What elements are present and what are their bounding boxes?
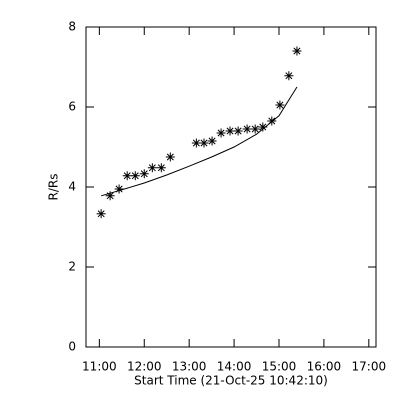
asterisk-point: [105, 191, 115, 201]
y-tick-label: 0: [68, 340, 76, 354]
asterisk-point: [267, 116, 277, 126]
asterisk-point: [130, 171, 140, 181]
asterisk-point: [225, 126, 235, 136]
asterisk-point: [216, 128, 226, 138]
y-tick-label: 6: [68, 100, 76, 114]
x-tick-label: 13:00: [172, 360, 207, 374]
x-tick-label: 16:00: [307, 360, 342, 374]
asterisk-point: [165, 152, 175, 162]
asterisk-point: [284, 71, 294, 81]
asterisk-point: [147, 163, 157, 173]
asterisk-point: [242, 124, 252, 134]
y-tick-label: 2: [68, 260, 76, 274]
x-tick-label: 12:00: [127, 360, 162, 374]
asterisk-point: [191, 138, 201, 148]
asterisk-point: [207, 136, 217, 146]
asterisk-point: [250, 124, 260, 134]
asterisk-point: [275, 100, 285, 110]
y-axis-label: R/Rs: [47, 174, 61, 201]
x-tick-label: 17:00: [352, 360, 387, 374]
x-tick-label: 15:00: [262, 360, 297, 374]
x-tick-label: 11:00: [82, 360, 117, 374]
asterisk-point: [114, 184, 124, 194]
asterisk-point: [122, 171, 132, 181]
asterisk-point: [96, 209, 106, 219]
asterisk-point: [139, 169, 149, 179]
x-axis-label: Start Time (21-Oct-25 10:42:10): [134, 374, 328, 388]
x-tick-label: 14:00: [217, 360, 252, 374]
fit-line: [101, 86, 298, 197]
asterisk-point: [292, 46, 302, 56]
asterisk-point: [233, 126, 243, 136]
asterisk-point: [258, 122, 268, 132]
asterisk-point: [199, 138, 209, 148]
y-tick-label: 4: [68, 180, 76, 194]
asterisk-point: [156, 163, 166, 173]
y-tick-label: 8: [68, 20, 76, 34]
